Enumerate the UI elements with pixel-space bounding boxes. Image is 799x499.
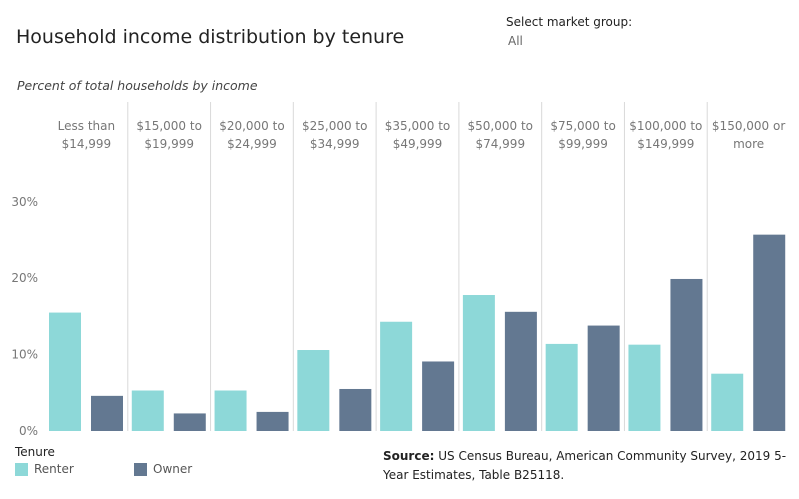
bar-owner <box>587 325 620 431</box>
legend-label-owner: Owner <box>153 462 193 476</box>
category-label: $15,000 to <box>136 119 201 133</box>
legend-item-owner[interactable]: Owner <box>134 462 192 476</box>
legend-swatch-renter <box>15 462 28 476</box>
category-label: $35,000 to <box>385 119 450 133</box>
bar-owner <box>256 411 289 431</box>
category-label: $100,000 to <box>629 119 702 133</box>
bar-renter <box>380 321 413 431</box>
bar-owner <box>422 361 455 431</box>
bar-renter <box>49 312 81 431</box>
source-note: Source: US Census Bureau, American Commu… <box>383 447 793 485</box>
source-label: Source: <box>383 449 435 463</box>
bar-owner <box>91 395 123 431</box>
page-title: Household income distribution by tenure <box>16 26 405 48</box>
category-label: $150,000 or <box>712 119 785 133</box>
bar-renter <box>297 350 330 431</box>
category-label: $25,000 to <box>302 119 367 133</box>
y-tick-label: 10% <box>11 348 38 362</box>
category-label: $49,999 <box>393 137 443 151</box>
bar-owner <box>753 234 786 431</box>
bar-renter <box>545 343 578 431</box>
category-label: $50,000 to <box>468 119 533 133</box>
bar-owner <box>339 388 372 431</box>
legend-label-renter: Renter <box>34 462 74 476</box>
chart-subtitle: Percent of total households by income <box>17 78 258 93</box>
category-label: $14,999 <box>62 137 112 151</box>
bar-renter <box>131 390 164 431</box>
legend-title: Tenure <box>15 445 55 459</box>
category-label: $99,999 <box>558 137 608 151</box>
bar-renter <box>711 373 744 431</box>
category-label: more <box>733 137 764 151</box>
market-group-filter-select[interactable]: All <box>508 34 523 48</box>
bar-renter <box>462 295 495 431</box>
category-label: $20,000 to <box>219 119 284 133</box>
category-label: $19,999 <box>144 137 194 151</box>
category-label: Less than <box>58 119 115 133</box>
category-label: $24,999 <box>227 137 277 151</box>
bar-owner <box>670 278 703 431</box>
y-tick-label: 0% <box>19 424 38 438</box>
source-text: US Census Bureau, American Community Sur… <box>383 449 787 482</box>
legend-swatch-owner <box>134 462 147 476</box>
bar-renter <box>628 344 661 431</box>
bar-renter <box>214 390 247 431</box>
y-tick-label: 20% <box>11 271 38 285</box>
bar-owner <box>504 311 537 431</box>
bar-owner <box>173 413 206 431</box>
legend-item-renter[interactable]: Renter <box>15 462 74 476</box>
y-tick-label: 30% <box>11 195 38 209</box>
category-label: $74,999 <box>475 137 525 151</box>
category-label: $75,000 to <box>550 119 615 133</box>
category-label: $149,999 <box>637 137 694 151</box>
market-group-filter-label: Select market group: <box>506 15 633 29</box>
category-label: $34,999 <box>310 137 360 151</box>
